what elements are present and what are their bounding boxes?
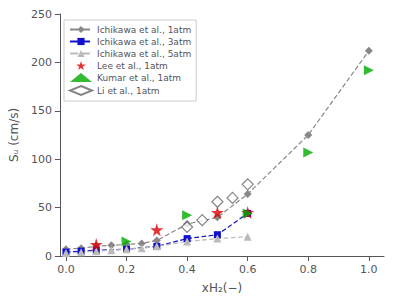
svg-text:100: 100 [31, 153, 52, 166]
svg-text:Lee et al., 1atm: Lee et al., 1atm [97, 61, 168, 71]
svg-text:Li et al., 1atm: Li et al., 1atm [97, 86, 159, 96]
svg-text:0.4: 0.4 [178, 263, 196, 276]
svg-text:Sᵤ (cm/s): Sᵤ (cm/s) [7, 108, 21, 162]
svg-text:200: 200 [31, 56, 52, 69]
svg-text:Ichikawa et al., 1atm: Ichikawa et al., 1atm [97, 25, 191, 35]
svg-text:Kumar et al., 1atm: Kumar et al., 1atm [97, 73, 181, 83]
svg-text:1.0: 1.0 [360, 263, 378, 276]
svg-text:0.8: 0.8 [300, 263, 318, 276]
svg-text:0.6: 0.6 [239, 263, 257, 276]
svg-text:Ichikawa et al., 3atm: Ichikawa et al., 3atm [97, 37, 191, 47]
svg-text:0.0: 0.0 [57, 263, 75, 276]
svg-text:0: 0 [45, 250, 52, 263]
svg-text:50: 50 [38, 201, 52, 214]
svg-text:150: 150 [31, 104, 52, 117]
svg-text:250: 250 [31, 8, 52, 21]
svg-text:0.2: 0.2 [118, 263, 136, 276]
svg-text:xH₂(−): xH₂(−) [202, 281, 242, 295]
svg-text:Ichikawa et al., 5atm: Ichikawa et al., 5atm [97, 49, 191, 59]
